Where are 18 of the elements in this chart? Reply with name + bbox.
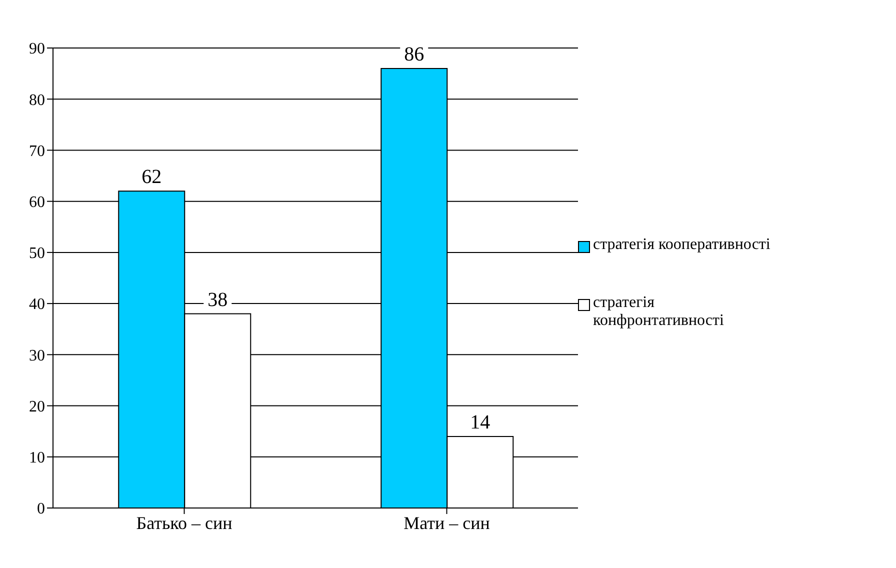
y-tick-label: 20 (29, 398, 45, 416)
y-tick-label: 10 (29, 450, 45, 467)
y-tick-label: 90 (29, 40, 45, 58)
y-tick-label: 60 (29, 194, 45, 212)
data-label: 38 (208, 288, 228, 311)
legend-label: стратегія кооперативності (593, 236, 770, 254)
legend-label: стратегія конфронтативності (593, 294, 725, 330)
data-label: 14 (470, 411, 490, 434)
y-tick-label: 50 (29, 245, 45, 262)
x-tick-label: Батько – син (136, 512, 233, 533)
y-tick-label: 80 (29, 92, 45, 109)
data-label: 86 (404, 43, 424, 66)
x-tick-label: Мати – син (404, 512, 490, 533)
y-tick-label: 40 (29, 296, 45, 314)
data-label: 62 (142, 166, 162, 188)
y-tick-label: 30 (29, 347, 45, 364)
y-tick-label: 70 (29, 142, 45, 160)
y-tick-label: 0 (37, 500, 45, 518)
